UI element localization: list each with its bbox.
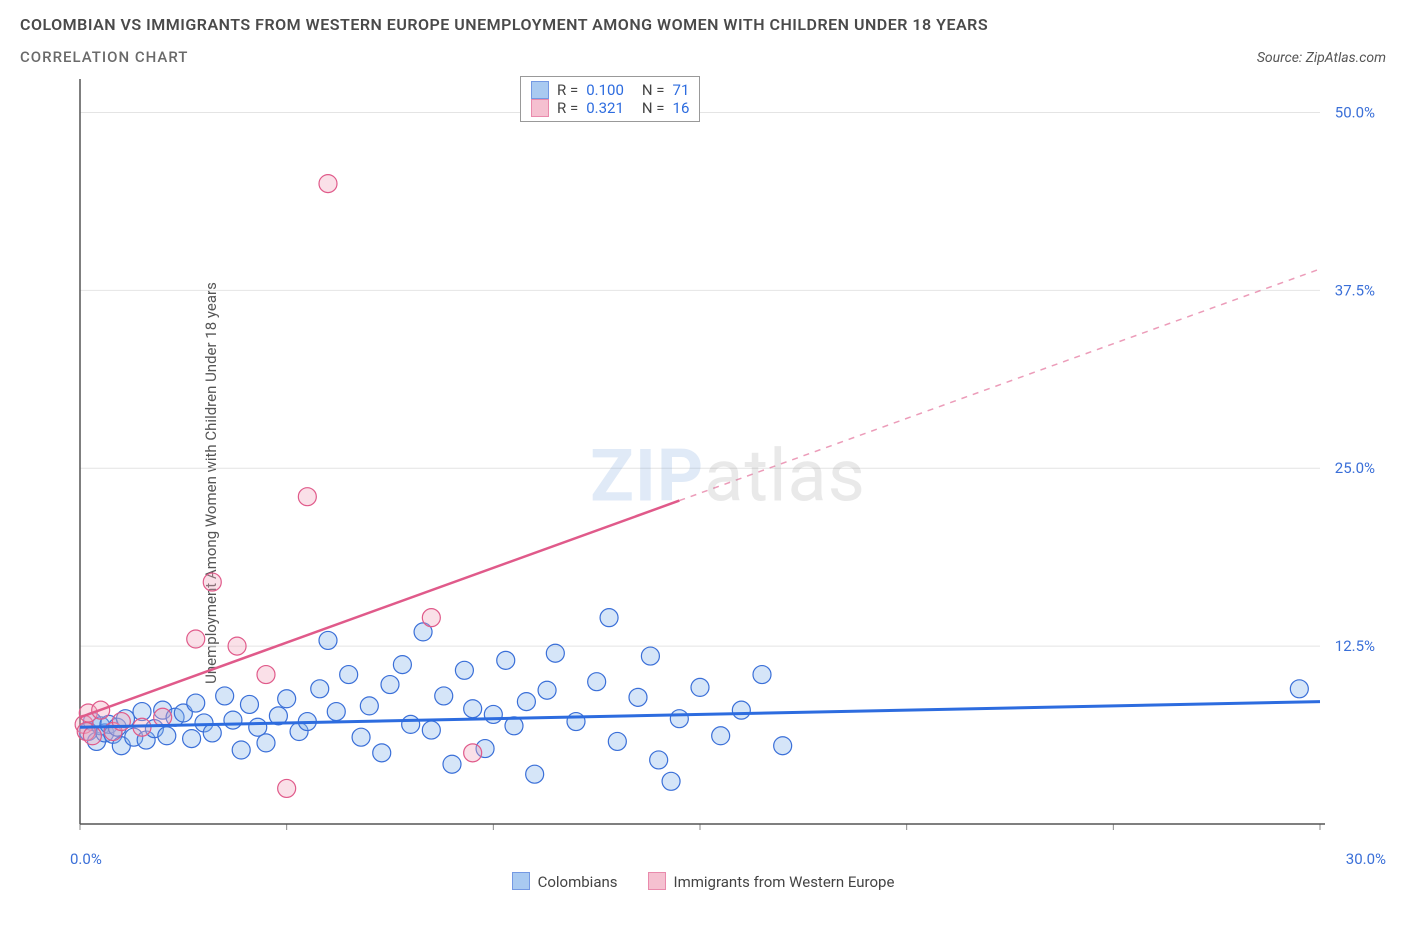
x-axis-end-labels: 0.0% 30.0%	[70, 850, 1386, 868]
data-point-colombians	[600, 609, 618, 627]
data-point-colombians	[158, 727, 176, 745]
chart-container: Unemployment Among Women with Children U…	[20, 74, 1386, 891]
data-point-colombians	[608, 732, 626, 750]
data-point-colombians	[567, 713, 585, 731]
corr-row-colombians: R = 0.100 N = 71	[531, 81, 689, 99]
data-point-colombians	[402, 715, 420, 733]
data-point-western_europe	[187, 630, 205, 648]
data-point-colombians	[327, 703, 345, 721]
data-point-western_europe	[278, 779, 296, 797]
data-point-colombians	[538, 681, 556, 699]
corr-r-label: R =	[557, 81, 578, 99]
corr-r-value: 0.100	[586, 81, 624, 99]
data-point-colombians	[712, 727, 730, 745]
legend-label: Colombians	[538, 873, 618, 891]
data-point-colombians	[435, 687, 453, 705]
data-point-colombians	[203, 724, 221, 742]
data-point-colombians	[352, 728, 370, 746]
data-point-colombians	[340, 666, 358, 684]
corr-row-western_europe: R = 0.321 N = 16	[531, 99, 689, 117]
chart-title-line2: CORRELATION CHART	[20, 48, 988, 66]
chart-header: COLOMBIAN VS IMMIGRANTS FROM WESTERN EUR…	[20, 15, 1386, 66]
trendline-ext-western_europe	[679, 269, 1320, 501]
data-point-colombians	[183, 730, 201, 748]
data-point-western_europe	[319, 175, 337, 193]
plot-area: 12.5%25.0%37.5%50.0% ZIPatlas R =0.100N …	[70, 74, 1386, 848]
corr-r-value: 0.321	[586, 99, 624, 117]
data-point-colombians	[517, 693, 535, 711]
x-axis-max-label: 30.0%	[1346, 850, 1386, 868]
data-point-colombians	[670, 710, 688, 728]
source-prefix: Source:	[1257, 50, 1306, 66]
data-point-colombians	[216, 687, 234, 705]
scatter-chart-svg: 12.5% 25.0% 37.5% 50.0%	[70, 74, 1390, 844]
data-point-colombians	[257, 734, 275, 752]
y-tick-label: 25.0%	[1335, 459, 1375, 477]
y-tick-label: 12.5%	[1335, 637, 1375, 655]
data-point-colombians	[455, 661, 473, 679]
data-point-colombians	[373, 744, 391, 762]
data-point-colombians	[311, 680, 329, 698]
legend-item: Colombians	[512, 872, 618, 891]
data-point-colombians	[497, 651, 515, 669]
corr-n-label: N =	[642, 99, 665, 117]
data-point-western_europe	[154, 708, 172, 726]
legend-item: Immigrants from Western Europe	[648, 872, 895, 891]
swatch-icon	[648, 872, 666, 890]
swatch-icon	[531, 81, 549, 99]
data-point-colombians	[526, 765, 544, 783]
y-tick-label: 50.0%	[1335, 103, 1375, 121]
data-point-colombians	[381, 676, 399, 694]
swatch-icon	[512, 872, 530, 890]
data-point-western_europe	[257, 666, 275, 684]
data-point-colombians	[691, 678, 709, 696]
legend-label: Immigrants from Western Europe	[674, 873, 895, 891]
data-point-colombians	[753, 666, 771, 684]
data-point-colombians	[319, 631, 337, 649]
data-point-western_europe	[228, 637, 246, 655]
data-point-colombians	[443, 755, 461, 773]
correlation-legend-box: R = 0.100 N = 71 R = 0.321 N = 16	[520, 76, 700, 122]
chart-title-line1: COLOMBIAN VS IMMIGRANTS FROM WESTERN EUR…	[20, 15, 988, 34]
data-point-western_europe	[422, 609, 440, 627]
data-point-colombians	[484, 705, 502, 723]
data-point-colombians	[641, 647, 659, 665]
data-point-colombians	[187, 694, 205, 712]
corr-n-value: 16	[673, 99, 690, 117]
corr-n-label: N =	[642, 81, 665, 99]
data-point-western_europe	[203, 573, 221, 591]
x-axis-min-label: 0.0%	[70, 850, 102, 868]
data-point-colombians	[546, 644, 564, 662]
data-point-western_europe	[298, 488, 316, 506]
data-point-colombians	[278, 690, 296, 708]
data-point-colombians	[240, 695, 258, 713]
legend-bottom: Colombians Immigrants from Western Europe	[20, 872, 1386, 891]
data-point-colombians	[662, 772, 680, 790]
data-point-colombians	[650, 751, 668, 769]
data-point-colombians	[464, 700, 482, 718]
data-point-colombians	[629, 688, 647, 706]
data-point-colombians	[422, 721, 440, 739]
data-point-colombians	[774, 737, 792, 755]
title-block: COLOMBIAN VS IMMIGRANTS FROM WESTERN EUR…	[20, 15, 988, 66]
corr-r-label: R =	[557, 99, 578, 117]
source-attribution: Source: ZipAtlas.com	[1257, 50, 1386, 66]
source-name: ZipAtlas.com	[1306, 50, 1386, 66]
data-point-colombians	[393, 656, 411, 674]
data-point-western_europe	[83, 727, 101, 745]
data-point-colombians	[232, 741, 250, 759]
swatch-icon	[531, 99, 549, 117]
trendline-colombians	[80, 702, 1320, 728]
data-point-colombians	[360, 697, 378, 715]
data-point-colombians	[1290, 680, 1308, 698]
data-point-colombians	[588, 673, 606, 691]
y-tick-label: 37.5%	[1335, 281, 1375, 299]
corr-n-value: 71	[673, 81, 690, 99]
data-point-colombians	[732, 701, 750, 719]
data-point-western_europe	[464, 744, 482, 762]
data-point-colombians	[224, 711, 242, 729]
